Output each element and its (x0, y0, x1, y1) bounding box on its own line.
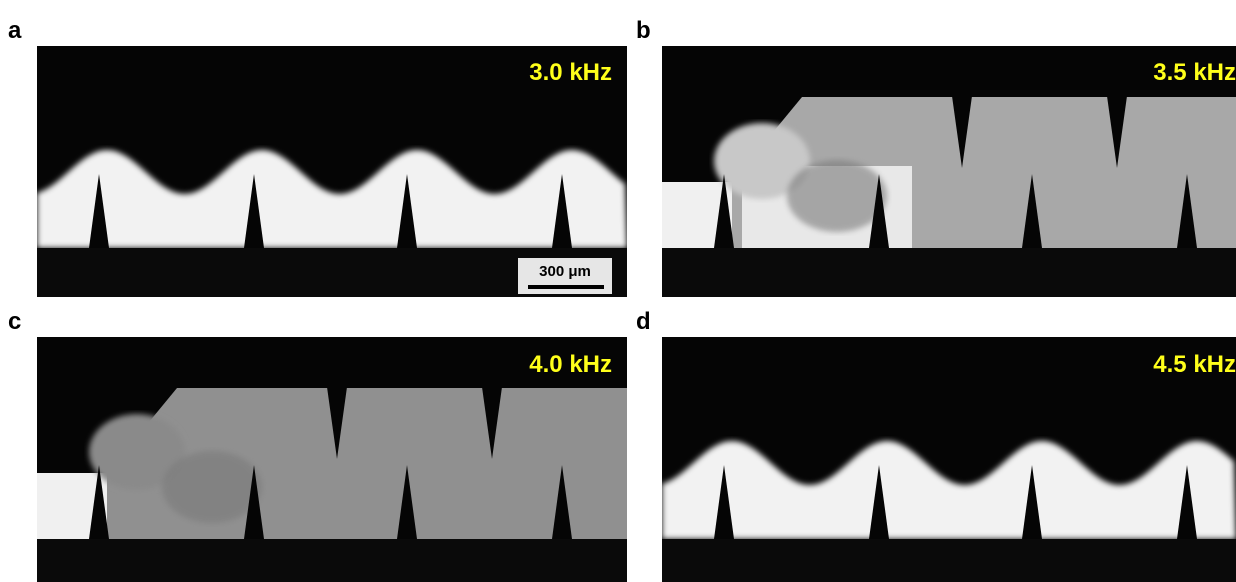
post (89, 174, 109, 248)
post (552, 174, 572, 248)
fluid (37, 150, 627, 248)
scale-bar-line (528, 285, 604, 289)
micrograph-b (662, 46, 1236, 297)
vortex (162, 451, 262, 523)
post (1177, 174, 1197, 248)
notch (1107, 96, 1127, 168)
panel-label: d (636, 308, 651, 335)
post (244, 465, 264, 539)
micrograph-c (37, 337, 627, 582)
vortex (787, 160, 887, 232)
micrograph-a (37, 46, 627, 297)
channel-wall (662, 248, 1236, 297)
post (714, 465, 734, 539)
notch (327, 387, 347, 459)
post (552, 465, 572, 539)
post (1177, 465, 1197, 539)
panel-label: c (8, 308, 21, 335)
post (397, 465, 417, 539)
post (1022, 174, 1042, 248)
vortex (714, 123, 810, 199)
scale-bar-label: 300 μm (539, 263, 591, 280)
post (244, 174, 264, 248)
post (869, 465, 889, 539)
frequency-label: 3.5 kHz (1153, 59, 1236, 86)
channel-wall (662, 539, 1236, 582)
scale-bar: 300 μm (518, 258, 612, 294)
frequency-label: 4.0 kHz (529, 351, 612, 378)
post (869, 174, 889, 248)
panel-label: a (8, 17, 22, 44)
frequency-label: 3.0 kHz (529, 59, 612, 86)
channel-wall (37, 539, 627, 582)
fluid (662, 441, 1236, 539)
vortex (89, 414, 185, 490)
post (397, 174, 417, 248)
post (89, 465, 109, 539)
micrograph-d (662, 337, 1236, 582)
panel-label: b (636, 17, 651, 44)
notch (482, 387, 502, 459)
notch (952, 96, 972, 168)
post (714, 174, 734, 248)
post (1022, 465, 1042, 539)
frequency-label: 4.5 kHz (1153, 351, 1236, 378)
